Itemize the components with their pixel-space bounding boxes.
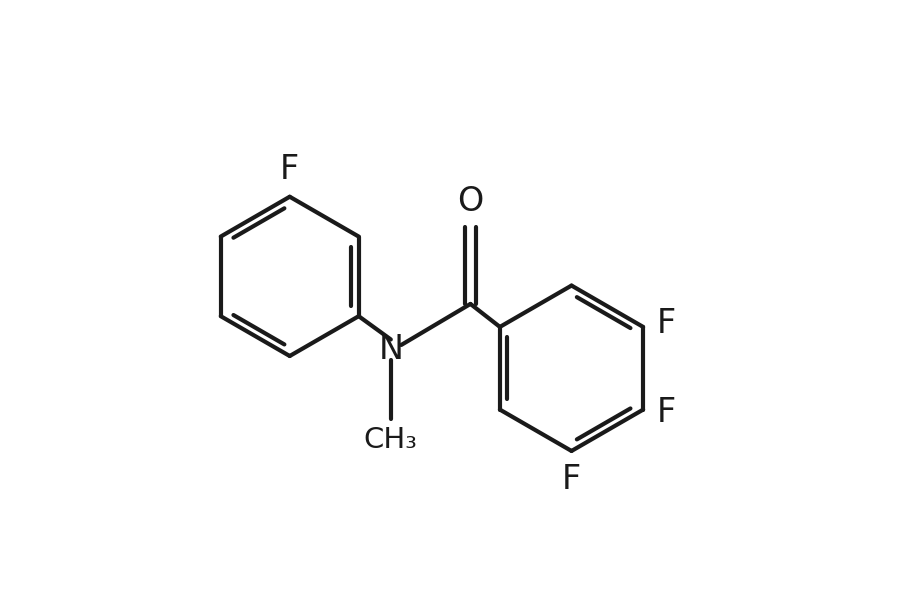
Text: CH₃: CH₃ — [364, 427, 418, 454]
Text: N: N — [378, 333, 403, 367]
Text: F: F — [280, 153, 299, 185]
Text: F: F — [562, 463, 581, 496]
Text: F: F — [656, 308, 676, 340]
Text: O: O — [457, 185, 483, 218]
Text: F: F — [656, 396, 676, 429]
